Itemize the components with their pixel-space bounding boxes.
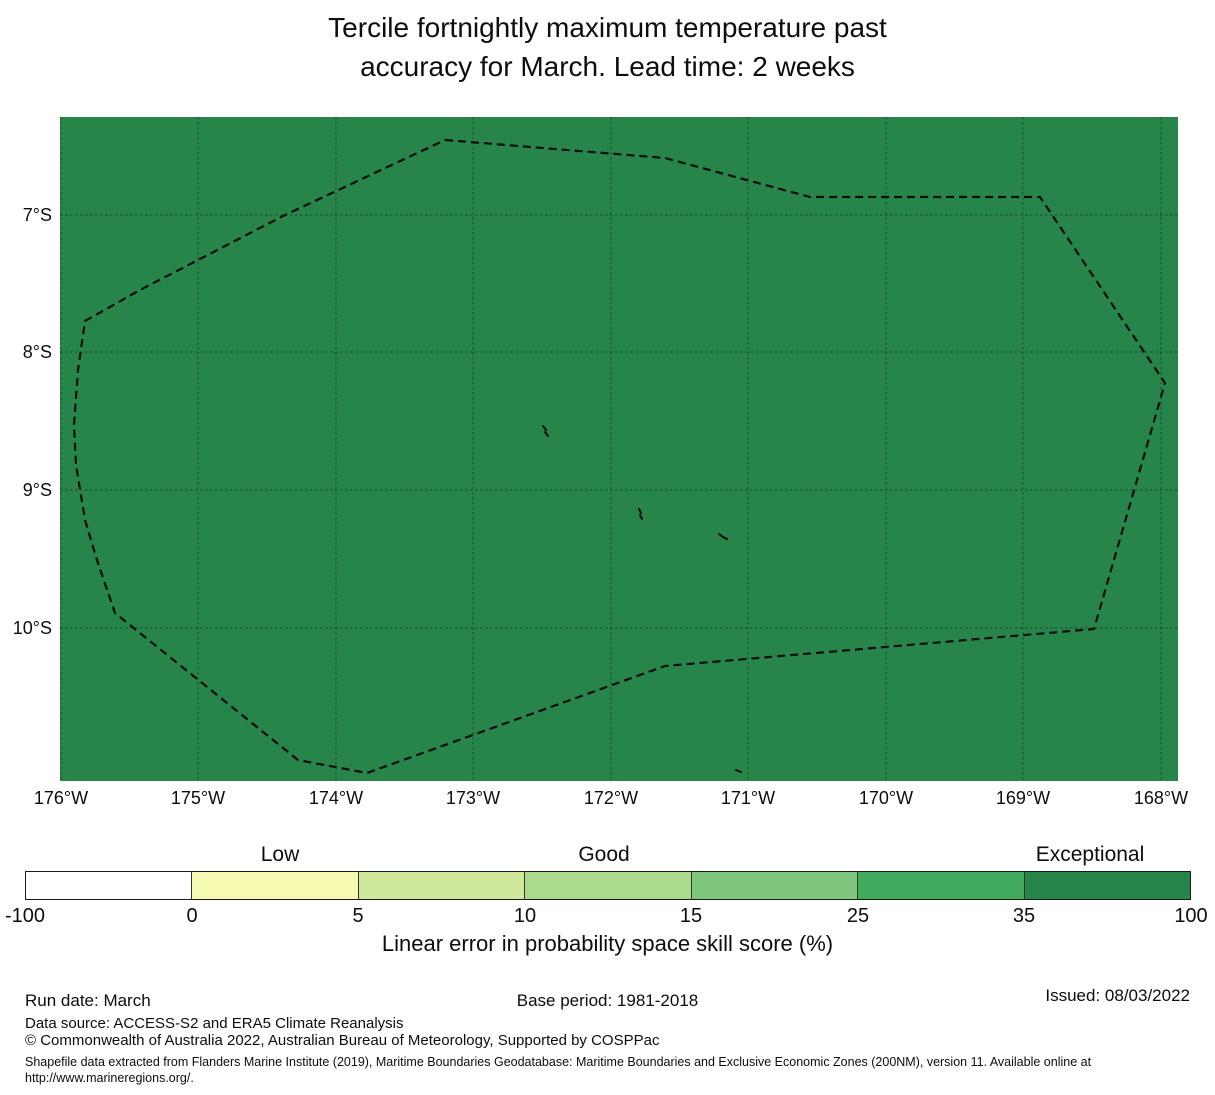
colorbar-segment-2 <box>191 872 358 899</box>
y-tick-8s: 8°S <box>22 342 52 362</box>
colorbar <box>25 871 1191 900</box>
colorbar-tick-15: 15 <box>679 905 703 927</box>
map-panel <box>60 117 1178 781</box>
colorbar-axis-label: Linear error in probability space skill … <box>381 931 834 956</box>
base-period-text: Base period: 1981-2018 <box>516 991 699 1010</box>
colorbar-tick-5: 5 <box>352 905 364 927</box>
x-tick-175w: 175°W <box>170 788 226 808</box>
x-tick-169w: 169°W <box>995 788 1051 808</box>
colorbar-tick-100: 100 <box>1174 905 1208 927</box>
island-marks <box>542 425 742 773</box>
colorbar-tick-0: 0 <box>186 905 198 927</box>
eez-boundary-outline <box>72 138 1167 775</box>
x-tick-173w: 173°W <box>445 788 501 808</box>
colorbar-segment-6 <box>857 872 1024 899</box>
colorbar-tick-neg100: -100 <box>4 905 46 927</box>
shapefile-attribution-text: Shapefile data extracted from Flanders M… <box>25 1055 1092 1085</box>
x-tick-171w: 171°W <box>720 788 776 808</box>
colorbar-category-exceptional: Exceptional <box>1035 843 1145 866</box>
island-mark-1 <box>542 425 549 437</box>
colorbar-category-good: Good <box>578 843 630 866</box>
map-gridlines <box>60 117 1178 781</box>
island-mark-3 <box>718 533 728 540</box>
map-ocean-fill <box>60 117 1178 781</box>
y-tick-7s: 7°S <box>22 205 52 225</box>
figure-title-line-2: accuracy for March. Lead time: 2 weeks <box>360 51 855 82</box>
run-date-text: Run date: March <box>25 991 151 1010</box>
y-tick-9s: 9°S <box>22 480 52 500</box>
island-mark-2 <box>638 508 643 520</box>
island-mark-4 <box>735 769 742 773</box>
map-plot <box>60 117 1178 781</box>
copyright-text: © Commonwealth of Australia 2022, Austra… <box>25 1032 660 1049</box>
colorbar-tick-35: 35 <box>1012 905 1036 927</box>
colorbar-segment-7 <box>1023 872 1190 899</box>
colorbar-tick-10: 10 <box>513 905 537 927</box>
x-tick-172w: 172°W <box>583 788 639 808</box>
colorbar-segment-3 <box>357 872 525 899</box>
x-tick-170w: 170°W <box>858 788 914 808</box>
issued-date-text: Issued: 08/03/2022 <box>1045 986 1190 1005</box>
colorbar-segment-1 <box>26 872 192 899</box>
colorbar-category-low: Low <box>260 843 300 866</box>
x-tick-168w: 168°W <box>1133 788 1189 808</box>
colorbar-tick-25: 25 <box>846 905 870 927</box>
figure-title-line-1: Tercile fortnightly maximum temperature … <box>328 12 887 43</box>
y-tick-10s: 10°S <box>12 618 52 638</box>
colorbar-segment-4 <box>524 872 691 899</box>
data-source-text: Data source: ACCESS-S2 and ERA5 Climate … <box>25 1015 404 1032</box>
colorbar-segment-5 <box>690 872 858 899</box>
x-tick-174w: 174°W <box>308 788 364 808</box>
x-tick-176w: 176°W <box>33 788 89 808</box>
